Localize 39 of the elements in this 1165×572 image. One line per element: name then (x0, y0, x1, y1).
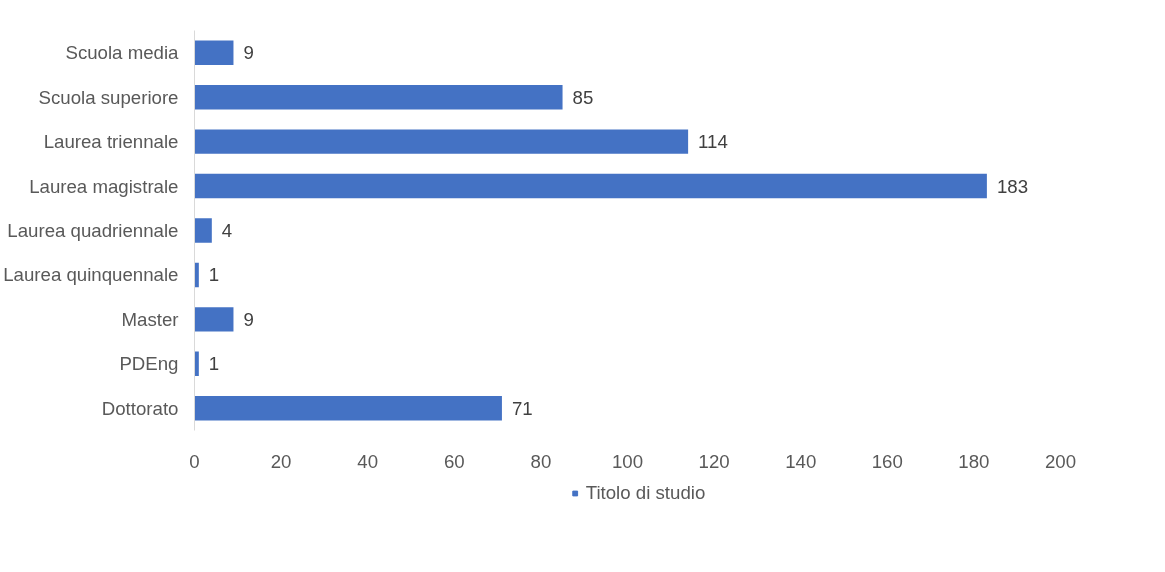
x-tick-label: 160 (871, 450, 903, 472)
y-tick-label: Laurea triennale (43, 131, 179, 153)
x-tick-label: 120 (698, 450, 730, 472)
x-tick-label: 200 (1044, 450, 1077, 472)
x-tick-label: 60 (443, 450, 465, 472)
data-label: 1 (208, 353, 220, 375)
data-label: 183 (996, 175, 1029, 197)
bar (194, 396, 502, 421)
bar (194, 307, 234, 332)
bar (194, 218, 212, 243)
bar (194, 129, 689, 154)
y-tick-label: Scuola media (65, 42, 180, 64)
x-tick-label: 180 (958, 450, 990, 472)
y-tick-label: Laurea magistrale (29, 175, 179, 197)
data-label: 1 (208, 264, 220, 286)
y-tick-label: Laurea quadriennale (7, 220, 179, 241)
data-label: 4 (221, 220, 233, 241)
y-tick-label: Dottorato (101, 397, 179, 419)
x-tick-label: 100 (611, 450, 644, 472)
bar (194, 173, 987, 199)
bar (194, 84, 563, 110)
bar (194, 40, 234, 65)
bar (194, 351, 199, 377)
y-tick-label: Scuola superiore (38, 86, 179, 108)
bar (194, 262, 199, 288)
y-tick-label: PDEng (119, 353, 179, 375)
y-tick-label: Master (121, 308, 179, 330)
data-label: 9 (243, 42, 254, 64)
data-label: 71 (511, 397, 533, 419)
data-label: 85 (572, 86, 594, 108)
x-tick-label: 20 (270, 450, 292, 472)
x-tick-label: 140 (785, 450, 817, 472)
data-label: 114 (698, 131, 728, 153)
x-tick-label: 80 (530, 450, 552, 472)
y-tick-label: Laurea quinquennale (3, 264, 179, 286)
data-label: 9 (243, 308, 254, 330)
x-tick-label: 40 (357, 450, 379, 472)
legend-label: Titolo di studio (585, 481, 706, 504)
x-tick-label: 0 (189, 450, 200, 472)
